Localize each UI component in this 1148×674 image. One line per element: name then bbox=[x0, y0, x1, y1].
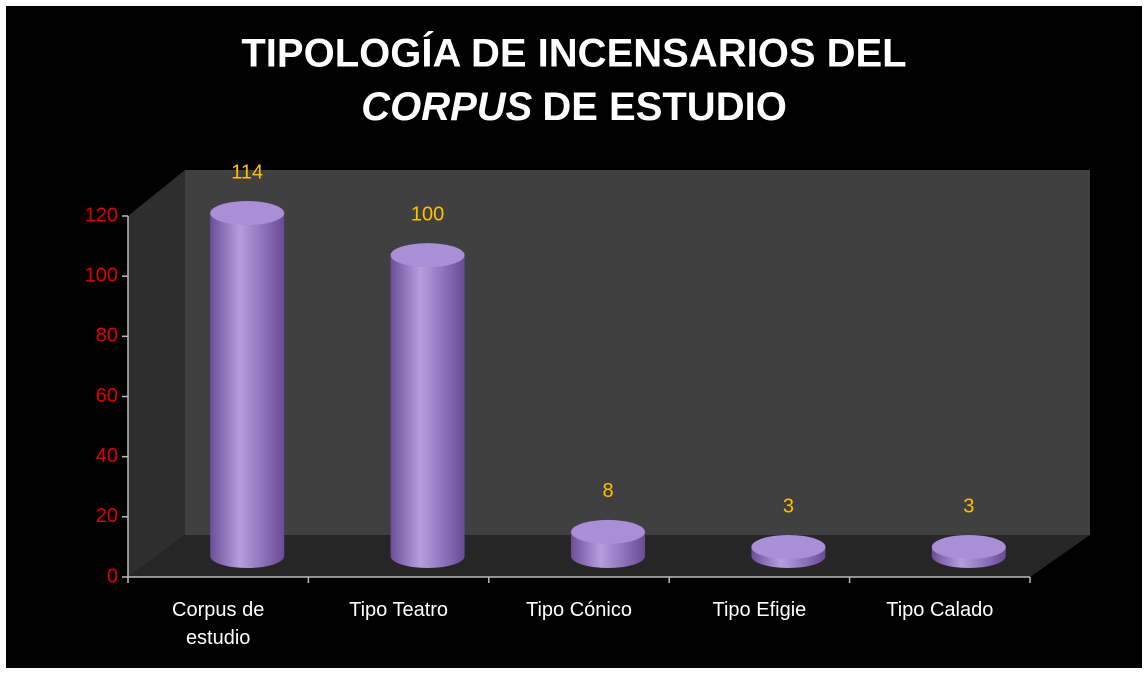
value-label: 3 bbox=[963, 495, 974, 517]
chart-title-italic: CORPUS bbox=[361, 85, 532, 129]
x-tick-label: Corpus de estudio bbox=[172, 599, 265, 649]
x-tick-label: Tipo Teatro bbox=[349, 599, 449, 621]
y-tick-label: 80 bbox=[96, 325, 118, 347]
value-label: 8 bbox=[602, 480, 613, 502]
cylinder-top bbox=[210, 201, 285, 226]
cylinder-top bbox=[931, 534, 1006, 559]
y-tick-label: 20 bbox=[96, 505, 118, 527]
chart-title: CORPUS DE ESTUDIO bbox=[361, 85, 787, 129]
x-tick-label: Tipo Calado bbox=[886, 599, 994, 621]
cylinder-top bbox=[390, 243, 465, 268]
cylinder-top bbox=[751, 534, 826, 559]
y-tick-label: 100 bbox=[85, 264, 118, 286]
chart-title: TIPOLOGÍA DE INCENSARIOS DEL bbox=[241, 31, 906, 76]
back-wall bbox=[185, 170, 1090, 535]
x-tick-label: Tipo Efigie bbox=[712, 599, 807, 621]
chart-title-rest: DE ESTUDIO bbox=[542, 85, 786, 129]
x-tick-label: Tipo Cónico bbox=[526, 599, 632, 621]
y-tick-label: 120 bbox=[85, 204, 118, 226]
cylinder-body bbox=[390, 255, 465, 568]
y-tick-label: 60 bbox=[96, 385, 118, 407]
side-wall bbox=[128, 170, 185, 577]
value-label: 114 bbox=[231, 161, 263, 183]
y-tick-label: 40 bbox=[96, 445, 118, 467]
y-tick-label: 0 bbox=[107, 565, 118, 587]
cylinder-body bbox=[210, 213, 285, 569]
value-label: 100 bbox=[411, 203, 444, 225]
value-label: 3 bbox=[783, 495, 794, 517]
cylinder-top bbox=[571, 519, 645, 544]
